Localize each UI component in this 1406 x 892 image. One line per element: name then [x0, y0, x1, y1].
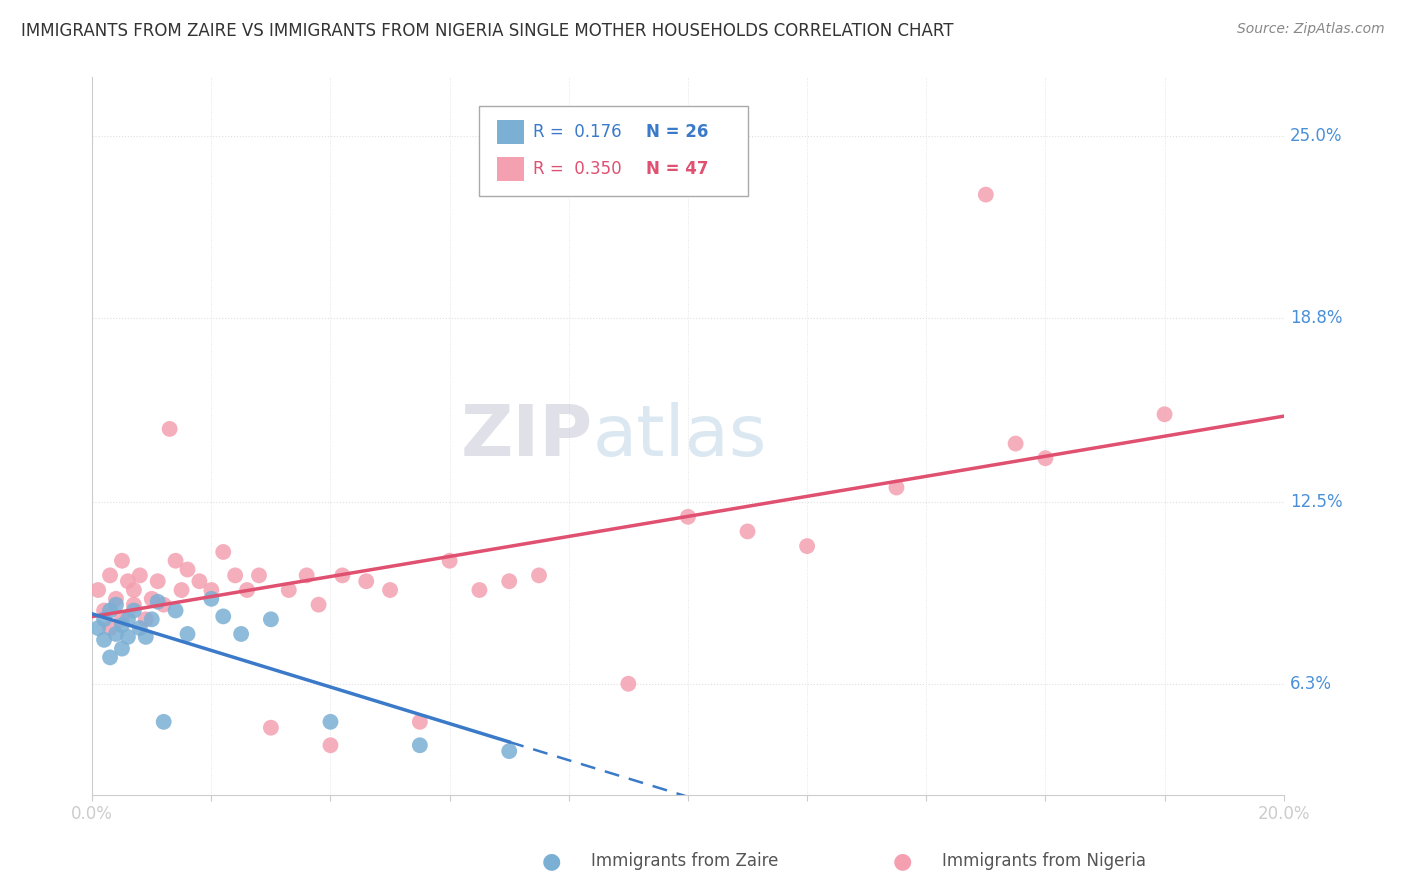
Point: [111, 612, 134, 626]
Point: [159, 422, 181, 436]
Point: [527, 568, 550, 582]
Point: [1004, 436, 1026, 450]
Point: [229, 627, 252, 641]
Point: [1153, 407, 1175, 421]
Point: [332, 568, 354, 582]
FancyBboxPatch shape: [498, 120, 523, 145]
Text: N = 26: N = 26: [647, 123, 709, 141]
Point: [468, 582, 491, 597]
Text: ZIP: ZIP: [460, 401, 592, 471]
Point: [117, 574, 139, 589]
Point: [188, 574, 211, 589]
Point: [93, 612, 115, 626]
Point: [737, 524, 759, 539]
Point: [93, 632, 115, 647]
Text: Source: ZipAtlas.com: Source: ZipAtlas.com: [1237, 22, 1385, 37]
Point: [122, 603, 145, 617]
Point: [98, 568, 121, 582]
Text: ●: ●: [893, 851, 912, 871]
Point: [141, 612, 163, 626]
Point: [87, 582, 110, 597]
Point: [260, 612, 283, 626]
Point: [98, 650, 121, 665]
Point: [135, 630, 157, 644]
Point: [117, 612, 139, 626]
Point: [105, 627, 128, 641]
Point: [974, 187, 997, 202]
Point: [170, 582, 193, 597]
Point: [122, 598, 145, 612]
Point: [277, 582, 299, 597]
Text: R =  0.176: R = 0.176: [533, 123, 621, 141]
Point: [498, 744, 520, 758]
Point: [128, 621, 150, 635]
Point: [146, 595, 169, 609]
Point: [409, 739, 432, 753]
Point: [141, 591, 163, 606]
Point: [98, 621, 121, 635]
Point: [87, 621, 110, 635]
Point: [409, 714, 432, 729]
Text: N = 47: N = 47: [647, 161, 709, 178]
Point: [212, 545, 235, 559]
Point: [165, 603, 187, 617]
Point: [105, 598, 128, 612]
Point: [354, 574, 377, 589]
Point: [111, 641, 134, 656]
Point: [122, 582, 145, 597]
Point: [247, 568, 270, 582]
Point: [176, 627, 198, 641]
Point: [165, 554, 187, 568]
Point: [676, 509, 699, 524]
Point: [212, 609, 235, 624]
Text: IMMIGRANTS FROM ZAIRE VS IMMIGRANTS FROM NIGERIA SINGLE MOTHER HOUSEHOLDS CORREL: IMMIGRANTS FROM ZAIRE VS IMMIGRANTS FROM…: [21, 22, 953, 40]
Point: [319, 739, 342, 753]
Point: [152, 714, 174, 729]
Text: Immigrants from Zaire: Immigrants from Zaire: [591, 852, 778, 870]
Text: Immigrants from Nigeria: Immigrants from Nigeria: [942, 852, 1146, 870]
Point: [295, 568, 318, 582]
Point: [796, 539, 818, 553]
Point: [200, 591, 222, 606]
FancyBboxPatch shape: [479, 106, 748, 196]
Text: 18.8%: 18.8%: [1289, 309, 1343, 326]
FancyBboxPatch shape: [498, 157, 523, 181]
Point: [308, 598, 330, 612]
Point: [236, 582, 259, 597]
Text: ●: ●: [541, 851, 561, 871]
Text: 6.3%: 6.3%: [1289, 674, 1331, 693]
Text: 25.0%: 25.0%: [1289, 127, 1343, 145]
Point: [439, 554, 461, 568]
Point: [117, 630, 139, 644]
Text: R =  0.350: R = 0.350: [533, 161, 621, 178]
Point: [378, 582, 401, 597]
Point: [111, 554, 134, 568]
Point: [176, 562, 198, 576]
Point: [319, 714, 342, 729]
Point: [146, 574, 169, 589]
Point: [93, 603, 115, 617]
Point: [617, 677, 640, 691]
Point: [111, 618, 134, 632]
Point: [260, 721, 283, 735]
Point: [886, 481, 908, 495]
Point: [98, 603, 121, 617]
Point: [135, 612, 157, 626]
Point: [200, 582, 222, 597]
Text: atlas: atlas: [592, 401, 768, 471]
Point: [128, 568, 150, 582]
Point: [224, 568, 246, 582]
Point: [152, 598, 174, 612]
Text: 12.5%: 12.5%: [1289, 493, 1343, 511]
Point: [105, 591, 128, 606]
Point: [498, 574, 520, 589]
Point: [1035, 451, 1057, 466]
